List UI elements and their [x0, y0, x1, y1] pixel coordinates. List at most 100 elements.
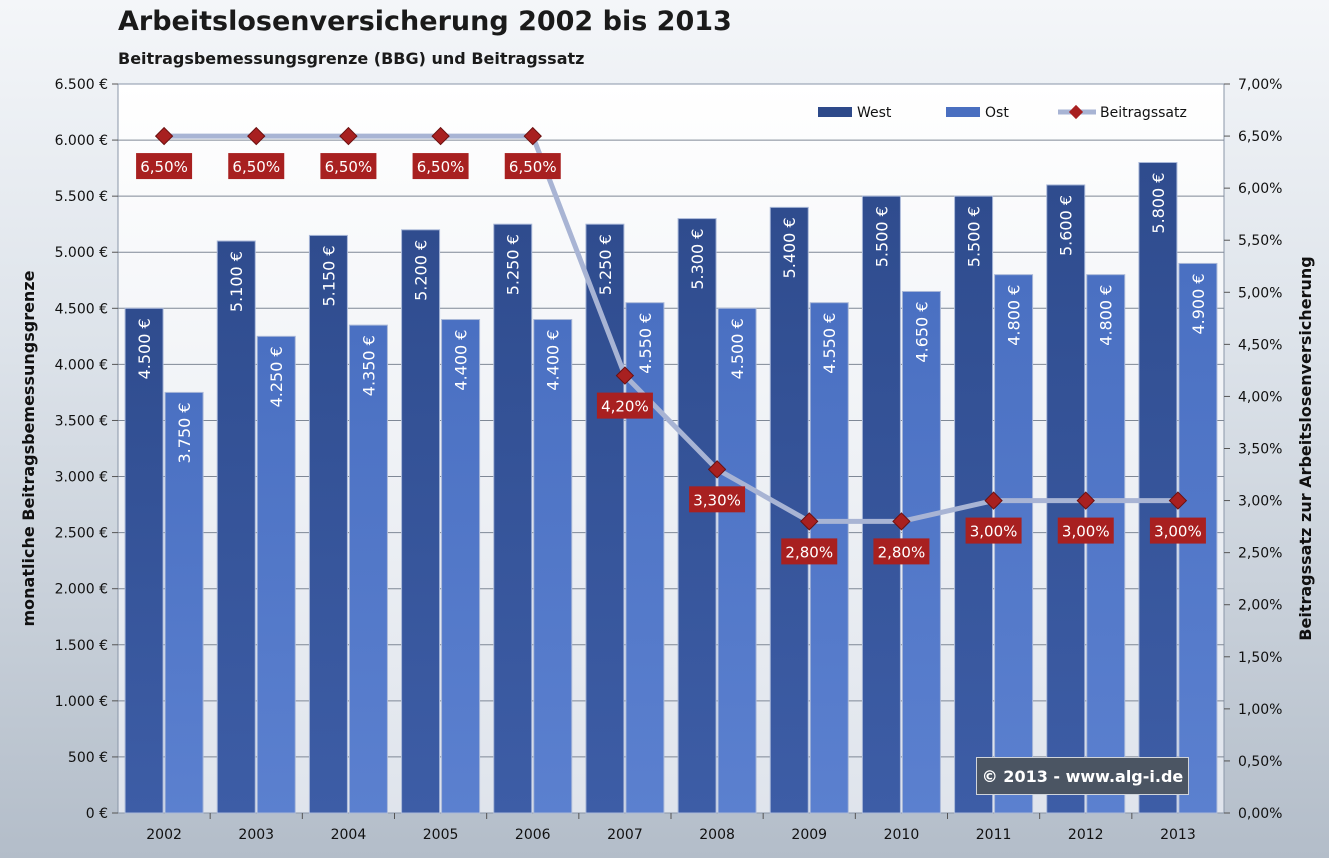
y2-tick-label: 3,00%	[1238, 494, 1282, 510]
data-label-west: 5.500 €	[872, 206, 891, 267]
beitragssatz-marker	[892, 512, 911, 531]
beitragssatz-label-box	[873, 538, 930, 565]
data-label-west: 5.200 €	[412, 240, 431, 301]
x-tick-label: 2009	[791, 827, 827, 843]
y-tick-label: 0 €	[86, 806, 108, 822]
legend-label-ost: Ost	[985, 105, 1009, 121]
legend-marker-beitragssatz	[1068, 104, 1084, 120]
beitragssatz-marker	[707, 460, 727, 479]
beitragssatz-marker	[800, 512, 819, 531]
y-tick-label: 4.500 €	[55, 301, 108, 317]
x-tick-label: 2010	[884, 827, 920, 843]
beitragssatz-label: 6,50%	[325, 158, 373, 176]
x-tick-label: 2006	[515, 827, 551, 843]
bar-west	[401, 229, 441, 814]
y2-tick-label: 4,50%	[1238, 337, 1282, 353]
data-label-west: 5.400 €	[780, 217, 799, 278]
beitragssatz-marker	[154, 126, 174, 146]
bar-ost	[625, 302, 665, 814]
data-label-west: 5.800 €	[1149, 173, 1168, 234]
beitragssatz-label-box	[320, 153, 377, 180]
beitragssatz-series: 6,50% 6,50% 6,50% 6,50% 6,50% 4,20% 3,30% 2,80%…	[136, 126, 1206, 565]
data-label-ost: 4.400 €	[544, 330, 563, 391]
y2-tick-label: 5,50%	[1238, 233, 1282, 249]
y-tick-label: 2.500 €	[55, 526, 108, 542]
beitragssatz-marker	[431, 126, 450, 146]
bar-ost	[533, 319, 573, 814]
y-tick-label: 2.000 €	[55, 582, 108, 598]
beitragssatz-label: 6,50%	[232, 158, 280, 176]
bar-ost	[164, 391, 204, 814]
legend-label-west: West	[857, 105, 892, 121]
beitragssatz-marker	[247, 126, 266, 146]
y-tick-label: 6.500 €	[55, 77, 108, 93]
beitragssatz-label-box	[504, 153, 561, 180]
data-label-west: 5.600 €	[1057, 195, 1076, 256]
beitragssatz-label-box	[412, 153, 469, 180]
y-tick-label: 4.000 €	[55, 357, 108, 373]
bar-ost	[717, 307, 757, 814]
data-label-west: 4.500 €	[135, 318, 154, 379]
x-tick-label: 2013	[1160, 827, 1196, 843]
data-label-west: 5.500 €	[965, 206, 984, 267]
beitragssatz-marker	[984, 491, 1003, 510]
data-label-ost: 4.800 €	[1005, 285, 1024, 346]
y2-tick-label: 0,50%	[1238, 754, 1282, 770]
bar-west	[861, 195, 901, 814]
beitragssatz-label: 3,00%	[1062, 523, 1110, 541]
gridlines	[118, 139, 1224, 758]
data-label-west: 5.100 €	[227, 251, 246, 312]
data-label-ost: 4.650 €	[912, 301, 931, 362]
data-label-ost: 4.900 €	[1189, 273, 1208, 334]
beitragssatz-label-box	[136, 153, 193, 180]
bar-ost	[256, 335, 296, 814]
y2-tick-label: 1,00%	[1238, 702, 1282, 718]
y2-tick-label: 7,00%	[1238, 77, 1282, 93]
data-label-west: 5.150 €	[319, 245, 338, 306]
chart-title: Arbeitslosenversicherung 2002 bis 2013	[118, 6, 732, 37]
beitragssatz-marker	[523, 126, 542, 146]
y2-tick-label: 2,00%	[1238, 598, 1282, 614]
y-tick-label: 3.500 €	[55, 413, 108, 429]
bar-west	[1138, 162, 1178, 814]
y-tick-label: 3.000 €	[55, 470, 108, 486]
x-tick-label: 2008	[699, 827, 735, 843]
legend-swatch-ost	[946, 107, 980, 117]
y2-tick-label: 2,50%	[1238, 546, 1282, 562]
data-label-west: 5.300 €	[688, 229, 707, 290]
bar-ost	[994, 274, 1034, 814]
beitragssatz-label-box	[781, 538, 838, 565]
chart-subtitle: Beitragsbemessungsgrenze (BBG) und Beitr…	[118, 49, 585, 68]
x-tick-label: 2011	[976, 827, 1012, 843]
data-label-ost: 4.800 €	[1097, 285, 1116, 346]
beitragssatz-marker	[615, 366, 635, 385]
beitragssatz-label: 6,50%	[509, 158, 557, 176]
x-tick-label: 2002	[146, 827, 182, 843]
plot-area	[117, 83, 1225, 814]
y2-tick-label: 5,00%	[1238, 285, 1282, 301]
x-tick-label: 2007	[607, 827, 643, 843]
y-tick-label: 5.000 €	[55, 245, 108, 261]
y2-tick-label: 1,50%	[1238, 650, 1282, 666]
bar-west	[308, 234, 348, 814]
beitragssatz-marker	[1168, 491, 1188, 510]
y-tick-label: 500 €	[68, 750, 108, 766]
y-tick-label: 1.000 €	[55, 694, 108, 710]
bar-west	[493, 223, 533, 814]
y2-axis-title: Beitragssatz zur Arbeitslosenversicherun…	[1296, 256, 1315, 640]
beitragssatz-label: 6,50%	[140, 158, 188, 176]
x-tick-label: 2003	[238, 827, 274, 843]
data-label-west: 5.250 €	[596, 234, 615, 295]
bar-west	[216, 240, 256, 814]
bar-ost	[1086, 274, 1126, 814]
bar-west	[585, 223, 625, 814]
beitragssatz-label: 2,80%	[785, 543, 833, 561]
beitragssatz-label-box	[1057, 517, 1114, 544]
data-label-ost: 4.250 €	[267, 346, 286, 407]
beitragssatz-label-box	[228, 153, 285, 180]
data-label-ost: 4.350 €	[359, 335, 378, 396]
beitragssatz-marker	[339, 126, 358, 146]
beitragssatz-label: 2,80%	[878, 543, 926, 561]
y2-tick-label: 4,00%	[1238, 389, 1282, 405]
